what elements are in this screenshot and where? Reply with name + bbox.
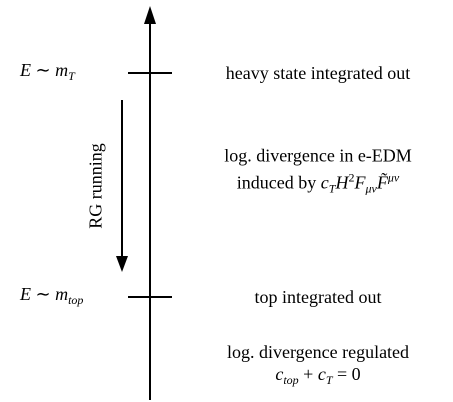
text-segment: T [68,69,75,83]
text-segment: E [20,60,31,80]
text-line: ctop + cT = 0 [227,363,409,391]
text-segment: μν [387,170,400,185]
region-text: log. divergence in e-EDM induced by cTH2F… [224,145,412,200]
text-segment: E [20,284,31,304]
rg-arrowhead [116,256,128,272]
text-segment: ∼ [31,60,56,80]
text-segment: μν [365,181,377,196]
text-segment: ∼ [31,284,56,304]
axis-arrowhead [144,6,156,24]
scale-note: top integrated out [254,287,382,307]
text-segment: m [55,60,69,80]
text-segment: T [325,373,333,387]
text-segment: c [317,364,326,384]
text-segment: H [335,172,349,193]
text-segment: T [328,181,336,196]
text-segment: F̃ [376,172,388,193]
text-line: induced by cTH2FμνF̃μν [224,167,412,200]
text-segment: log. divergence in e-EDM [224,145,412,166]
scale-label: E ∼ mtop [20,283,83,311]
text-segment: c [320,172,329,193]
text-line: log. divergence in e-EDM [224,145,412,167]
text-segment: m [55,284,69,304]
text-segment: log. divergence regulated [226,342,410,362]
text-segment: 2 [348,170,355,185]
scale-note: heavy state integrated out [225,63,411,83]
text-segment: induced by [236,172,321,193]
text-segment: c [275,364,284,384]
text-segment: = 0 [332,364,361,384]
scale-label: E ∼ mT [20,59,75,87]
text-segment: + [298,364,318,384]
region-text: log. divergence regulated ctop + cT = 0 [227,341,409,391]
text-line: log. divergence regulated [227,341,409,363]
text-segment: top [68,293,84,307]
rg-label: RG running [85,143,106,229]
text-segment: F [354,172,366,193]
text-segment: top [283,373,299,387]
